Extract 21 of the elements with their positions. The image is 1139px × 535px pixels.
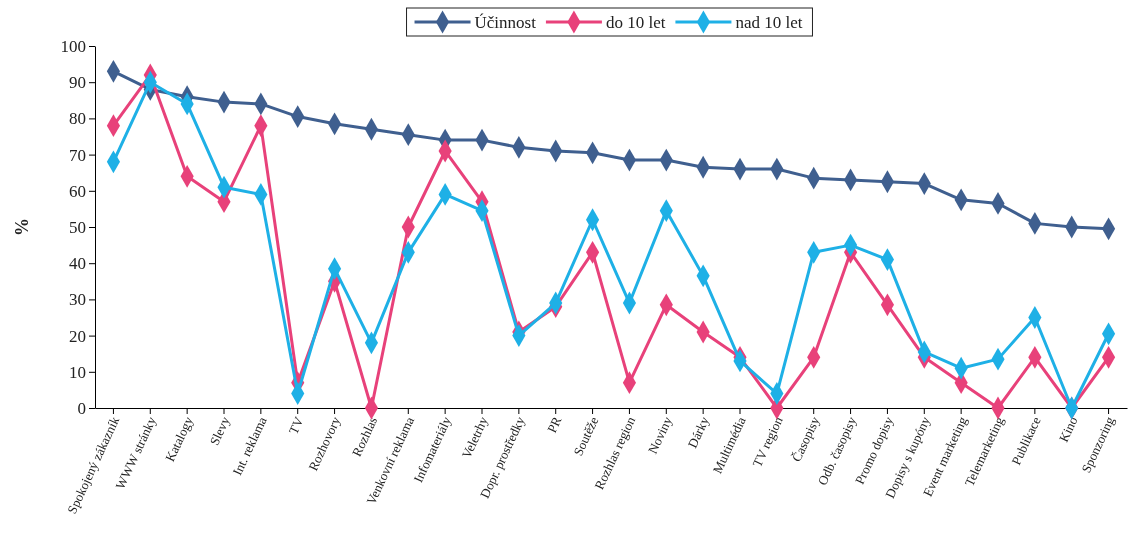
x-tick-label: Slevy <box>206 413 233 448</box>
x-tick-label: Dárky <box>684 413 713 451</box>
x-tick-label: TV <box>285 413 307 437</box>
y-tick-label: 20 <box>69 326 86 346</box>
y-tick-label: 100 <box>60 36 86 56</box>
y-tick-label: 80 <box>69 109 86 129</box>
y-tick-label: 30 <box>69 290 86 310</box>
x-tick-label: TV region <box>749 413 786 470</box>
y-tick-label: 90 <box>69 73 86 93</box>
y-tick-label: 0 <box>77 398 86 418</box>
x-tick-label: Kino <box>1055 414 1081 445</box>
y-axis-title: % <box>12 218 32 236</box>
legend-label: nad 10 let <box>735 13 803 32</box>
legend-label: do 10 let <box>605 13 666 32</box>
x-tick-label: PR <box>544 414 565 436</box>
y-tick-label: 70 <box>69 145 86 165</box>
y-tick-label: 60 <box>69 181 86 201</box>
y-tick-label: 40 <box>69 254 86 274</box>
y-tick-label: 50 <box>69 217 86 237</box>
legend-label: Účinnost <box>474 13 537 32</box>
y-tick-label: 10 <box>69 362 86 382</box>
